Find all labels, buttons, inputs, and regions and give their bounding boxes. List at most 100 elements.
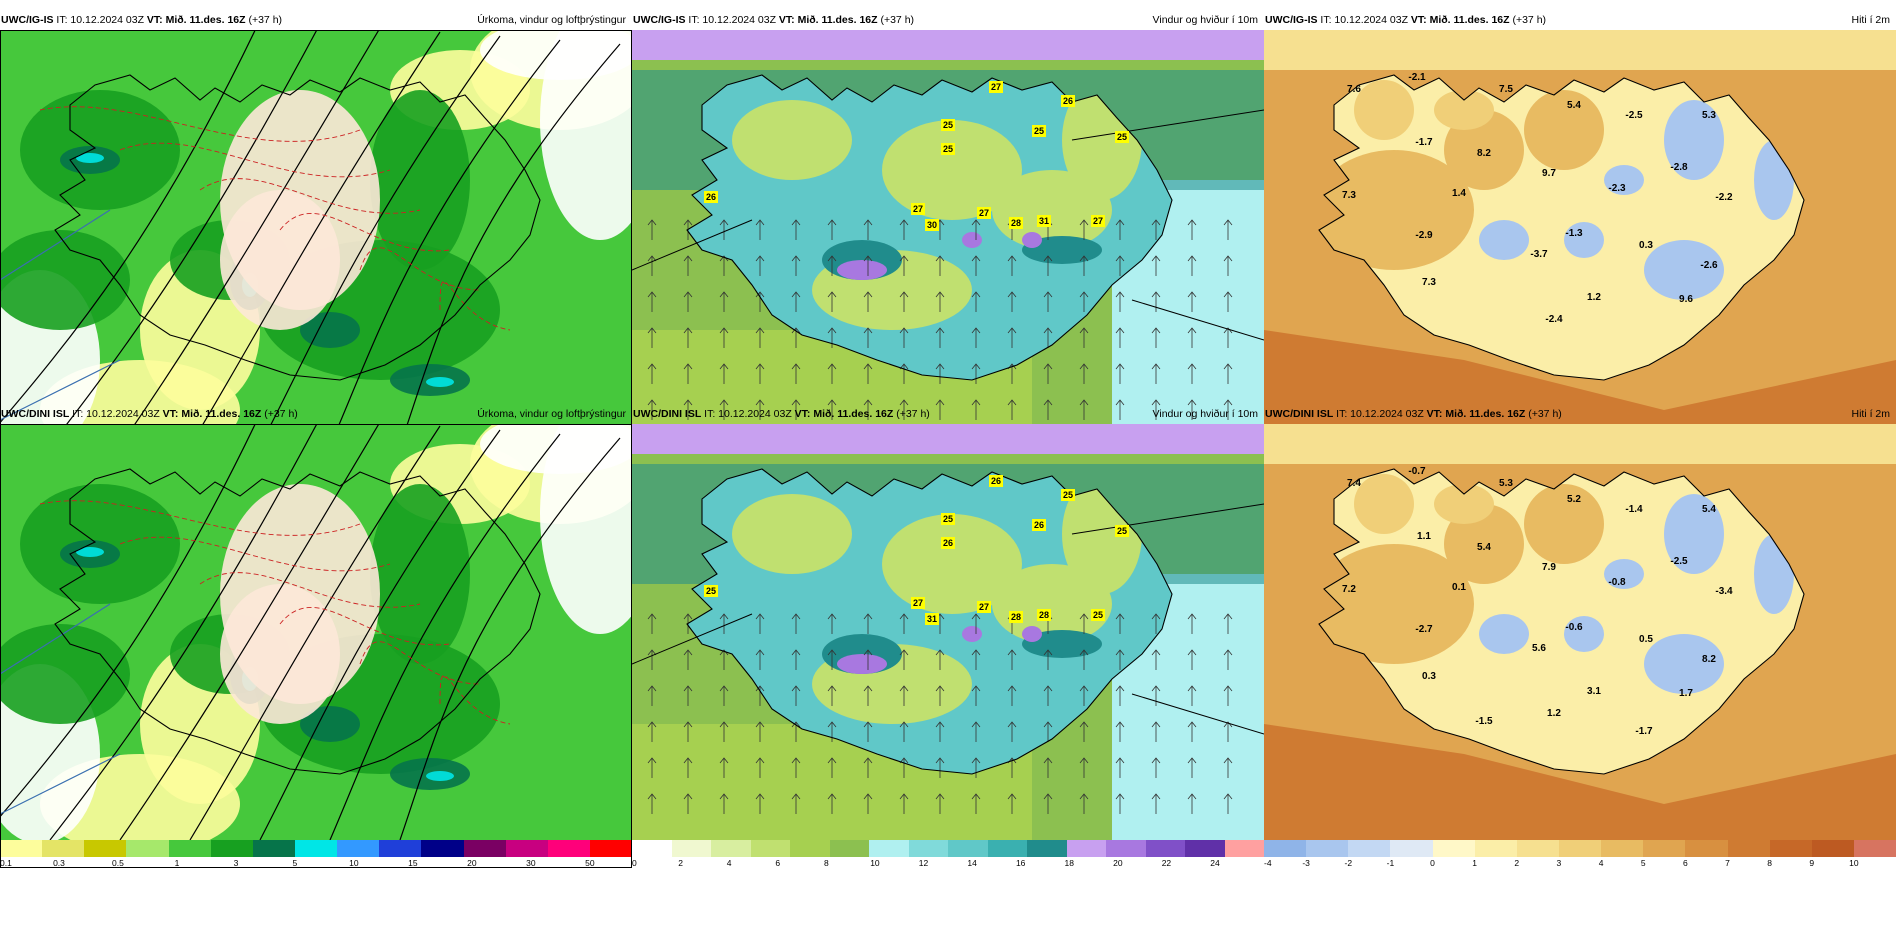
gust-label: 27: [1093, 216, 1103, 226]
gust-label: 25: [1034, 126, 1044, 136]
legend-tick-label: 9: [1809, 858, 1815, 868]
legend-swatch: [168, 840, 211, 857]
init-time: IT: 10.12.2024 03Z: [1336, 408, 1424, 420]
legend-tick-label: 1: [1472, 858, 1478, 868]
legend-swatch: [632, 840, 672, 857]
temp-label: -0.6: [1565, 622, 1583, 633]
panel-title: Úrkoma, vindur og loftþrýstingur: [477, 14, 626, 26]
panel-header: UWC/IG-IS IT: 10.12.2024 03Z VT: Mið. 11…: [1264, 10, 1896, 30]
legend-swatch: [750, 840, 790, 857]
legend-swatch: [987, 840, 1027, 857]
map-canvas: [0, 424, 632, 840]
gust-label: 31: [927, 614, 937, 624]
legend-tick-label: -1: [1386, 858, 1395, 868]
gust-label-box: [977, 601, 991, 613]
panel-header: UWC/DINI ISL IT: 10.12.2024 03Z VT: Mið.…: [0, 404, 632, 424]
gust-label-box: [1091, 215, 1105, 227]
legend-swatch: [829, 840, 869, 857]
temp-label: -2.7: [1415, 624, 1433, 635]
model-name: UWC/IG-IS: [1265, 14, 1318, 26]
temp-label: 0.3: [1639, 240, 1653, 251]
legend-tick-label: 3: [233, 858, 239, 868]
temp-label: 0.5: [1639, 634, 1653, 645]
coastline: [686, 74, 1173, 381]
gust-label-box: [925, 613, 939, 625]
gust-label: 25: [1117, 526, 1127, 536]
temp-label: -0.7: [1408, 466, 1426, 477]
legend-tick-label: 5: [1640, 858, 1646, 868]
gust-label-box: [941, 119, 955, 131]
temp-label: 8.2: [1477, 148, 1491, 159]
legend-swatch: [421, 840, 464, 857]
init-time: IT: 10.12.2024 03Z: [72, 408, 160, 420]
gust-label-box: [704, 191, 718, 203]
legend-swatch: [547, 840, 590, 857]
temp-label: 7.5: [1499, 84, 1513, 95]
map-canvas: 7.4 -0.7 5.3 5.2 -1.4 5.4 1.1 5.4 7.9 -2.5 7.2 0.1 -…: [1264, 424, 1896, 840]
gust-label-box: [941, 537, 955, 549]
gust-label: 25: [1063, 490, 1073, 500]
gust-label-box: [704, 585, 718, 597]
legend-swatch: [0, 840, 43, 857]
legend-tick-label: 22: [1161, 858, 1172, 868]
legend-swatch: [869, 840, 909, 857]
legend-swatch: [1066, 840, 1106, 857]
legend-swatch: [1643, 840, 1686, 857]
legend-swatch: [1264, 840, 1307, 857]
legend-swatch: [1601, 840, 1644, 857]
legend-tick-label: 10: [870, 858, 880, 868]
temp-label: 1.2: [1587, 292, 1601, 303]
legend-tick-label: 7: [1725, 858, 1730, 868]
temp-label: -2.1: [1408, 72, 1426, 83]
panel-title: Vindur og hviður í 10m: [1152, 408, 1258, 420]
temp-label: 5.4: [1702, 504, 1716, 515]
temp-label: 5.3: [1702, 110, 1716, 121]
legend-tick-label: 3: [1556, 858, 1562, 868]
init-time: IT: 10.12.2024 03Z: [1320, 14, 1408, 26]
gust-label: 27: [913, 204, 923, 214]
gust-label: 28: [1039, 610, 1049, 620]
gust-label-box: [911, 597, 925, 609]
valid-time: VT: Mið. 11.des. 16Z: [162, 408, 262, 420]
temp-label: 5.3: [1499, 478, 1513, 489]
temp-label: 7.9: [1542, 562, 1556, 573]
legend-swatch: [252, 840, 295, 857]
temp-label: -1.7: [1635, 726, 1653, 737]
legend-tick-label: 2: [1514, 858, 1520, 868]
gust-label: 26: [706, 192, 716, 202]
map-panel-precip: UWC/DINI ISL IT: 10.12.2024 03Z VT: Mið.…: [0, 404, 633, 882]
legend-bar: [0, 840, 633, 857]
legend-swatch: [1145, 840, 1185, 857]
temp-label: -0.8: [1608, 577, 1626, 588]
legend-tick-label: 4: [726, 858, 732, 868]
init-time: IT: 10.12.2024 03Z: [56, 14, 144, 26]
gust-label: 28: [1011, 612, 1021, 622]
legend-ticks: -4 -3 -2 -1 0 1 2 3 4 5 6 7 8 9 10: [1264, 858, 1896, 869]
gust-label: 27: [979, 208, 989, 218]
gust-label-box: [1115, 131, 1129, 143]
legend-swatch: [463, 840, 506, 857]
legend-tick-label: -4: [1264, 858, 1272, 868]
lead-time: (+37 h): [264, 408, 298, 420]
map-panel-wind: UWC/DINI ISL IT: 10.12.2024 03Z VT: Mið.…: [632, 404, 1264, 882]
panel-title: Hiti í 2m: [1851, 408, 1890, 420]
gust-label: 25: [943, 514, 953, 524]
temp-label: -1.4: [1625, 504, 1643, 515]
legend-swatch: [505, 840, 548, 857]
legend-tick-label: 2: [678, 858, 683, 868]
temp-label: -2.5: [1625, 110, 1643, 121]
legend-swatch: [671, 840, 711, 857]
gust-label-box: [911, 203, 925, 215]
legend-swatch: [337, 840, 380, 857]
legend-tick-label: 12: [918, 858, 929, 868]
gust-label-box: [977, 207, 991, 219]
legend-tick-label: 18: [1064, 858, 1074, 868]
legend-tick-label: 0: [632, 858, 637, 868]
valid-time: VT: Mið. 11.des. 16Z: [794, 408, 894, 420]
gust-label: 27: [979, 602, 989, 612]
gust-label-box: [1009, 217, 1023, 229]
legend-bar: [1264, 840, 1897, 857]
legend-swatch: [1185, 840, 1225, 857]
temp-label: -2.9: [1415, 230, 1433, 241]
